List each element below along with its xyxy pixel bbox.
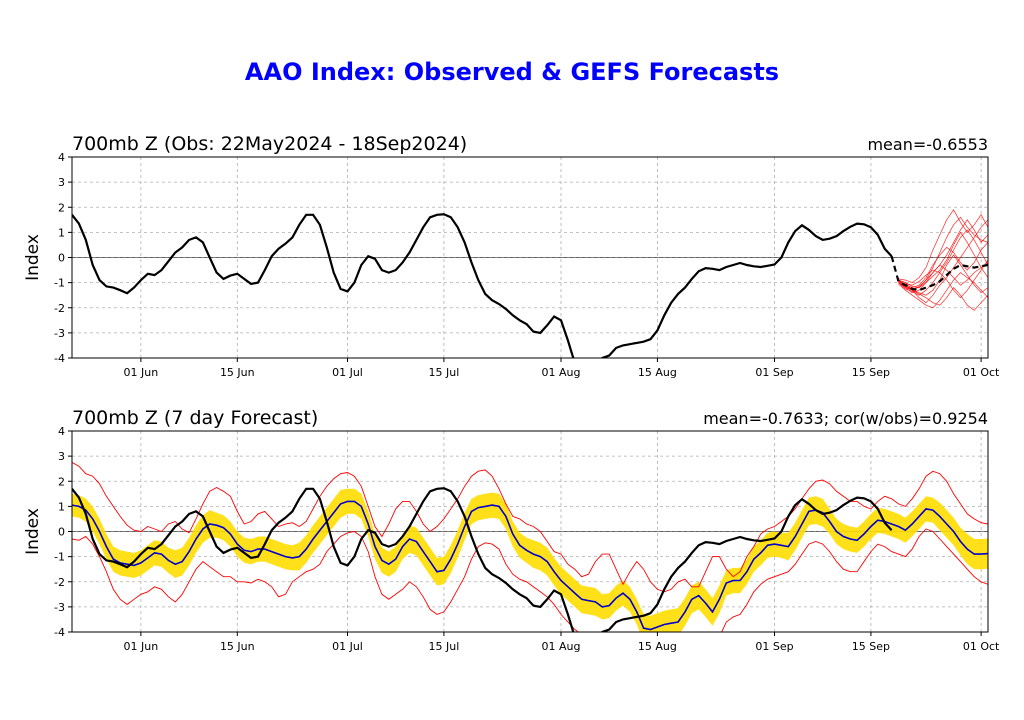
spread-lower-line bbox=[72, 528, 988, 632]
panel-title: 700mb Z (Obs: 22May2024 - 18Sep2024) bbox=[72, 133, 467, 155]
forecast-mean-line bbox=[72, 500, 988, 631]
x-tick-label: 01 Jul bbox=[332, 366, 363, 379]
x-tick-label: 15 Jun bbox=[220, 366, 255, 379]
y-tick-label: -1 bbox=[54, 277, 65, 290]
y-tick-label: -1 bbox=[54, 551, 65, 564]
y-tick-label: 4 bbox=[58, 151, 65, 164]
y-tick-label: 4 bbox=[58, 425, 65, 438]
panel-stat-label: mean=-0.6553 bbox=[867, 135, 988, 154]
panel-stat-label: mean=-0.7633; cor(w/obs)=0.9254 bbox=[703, 409, 988, 428]
spread-upper-line bbox=[72, 462, 988, 593]
x-tick-label: 15 Jul bbox=[429, 366, 460, 379]
y-tick-label: 3 bbox=[58, 176, 65, 189]
y-tick-label: -3 bbox=[54, 601, 65, 614]
plot-area bbox=[72, 209, 988, 358]
chart-panel-2: -4 -3 -2 -1 0 1 2 3 4 01 Jun 15 Jun 01 Jul 15 Jul 01 … bbox=[23, 407, 1000, 653]
ensemble-member-line bbox=[898, 216, 988, 288]
page-title: AAO Index: Observed & GEFS Forecasts bbox=[244, 58, 780, 86]
x-tick-label: 01 Aug bbox=[542, 366, 581, 379]
y-tick-label: 0 bbox=[58, 526, 65, 539]
x-tick-label: 01 Sep bbox=[755, 640, 793, 653]
y-axis-label: Index bbox=[23, 508, 43, 555]
y-tick-label: 2 bbox=[58, 201, 65, 214]
observed-line bbox=[72, 487, 893, 632]
x-tick-label: 01 Oct bbox=[963, 366, 1000, 379]
ensemble-member-line bbox=[898, 242, 988, 288]
ensemble-member-line bbox=[898, 254, 988, 296]
ensemble-member-line bbox=[898, 219, 988, 304]
ensemble-member-line bbox=[898, 259, 988, 299]
x-tick-label: 01 Aug bbox=[542, 640, 581, 653]
forecast-band bbox=[72, 488, 988, 632]
y-tick-label: 0 bbox=[58, 252, 65, 265]
x-tick-label: 15 Sep bbox=[852, 640, 890, 653]
ensemble-member-line bbox=[898, 209, 988, 283]
panel-title: 700mb Z (7 day Forecast) bbox=[72, 407, 318, 429]
y-tick-label: -4 bbox=[54, 626, 65, 639]
x-tick-label: 01 Oct bbox=[963, 640, 1000, 653]
y-tick-label: -4 bbox=[54, 352, 65, 365]
x-tick-label: 01 Jul bbox=[332, 640, 363, 653]
y-tick-label: 1 bbox=[58, 500, 65, 513]
y-tick-label: 1 bbox=[58, 226, 65, 239]
x-tick-label: 15 Jun bbox=[220, 640, 255, 653]
plot-area bbox=[72, 462, 988, 632]
y-axis-label: Index bbox=[23, 234, 43, 281]
y-tick-label: -3 bbox=[54, 327, 65, 340]
y-tick-label: 3 bbox=[58, 450, 65, 463]
x-tick-label: 15 Jul bbox=[429, 640, 460, 653]
x-tick-label: 15 Aug bbox=[638, 640, 677, 653]
observed-line bbox=[72, 213, 893, 358]
x-tick-label: 15 Aug bbox=[638, 366, 677, 379]
x-tick-label: 15 Sep bbox=[852, 366, 890, 379]
y-tick-label: -2 bbox=[54, 576, 65, 589]
x-tick-label: 01 Jun bbox=[124, 640, 159, 653]
ensemble-member-line bbox=[898, 229, 988, 296]
y-tick-label: -2 bbox=[54, 302, 65, 315]
x-tick-label: 01 Jun bbox=[124, 366, 159, 379]
ensemble-mean-line bbox=[890, 255, 988, 292]
x-tick-label: 01 Sep bbox=[755, 366, 793, 379]
chart-panel-1: -4 -3 -2 -1 0 1 2 3 4 01 Jun 15 Jun 01 Jul 15 Jul 01 … bbox=[23, 133, 1000, 379]
y-tick-label: 2 bbox=[58, 475, 65, 488]
